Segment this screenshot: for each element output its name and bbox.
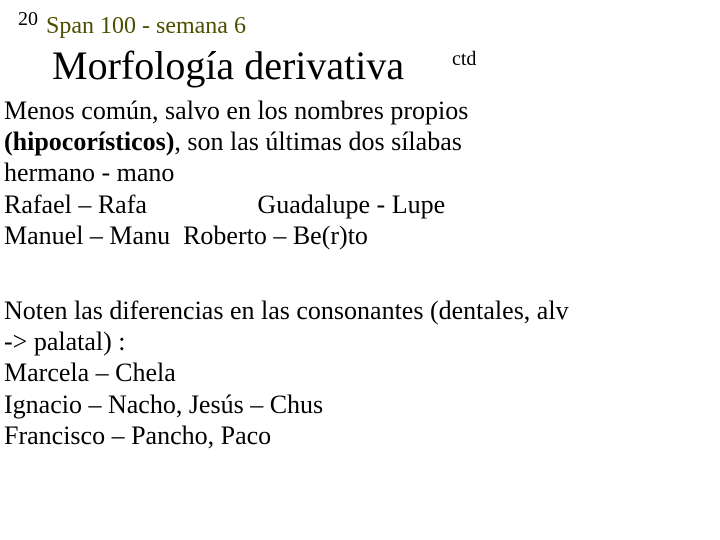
- body1-line3: hermano - mano: [4, 158, 174, 187]
- body2-line4: Ignacio – Nacho, Jesús – Chus: [4, 390, 323, 419]
- continuation-label: ctd: [452, 48, 476, 71]
- slide: 20 Span 100 - semana 6 Morfología deriva…: [0, 0, 720, 540]
- body1-line4: Rafael – Rafa Guadalupe - Lupe: [4, 190, 445, 219]
- body1-line1: Menos común, salvo en los nombres propio…: [4, 96, 468, 125]
- body2-line2: -> palatal) :: [4, 327, 126, 356]
- body1-line2a: (hipocorísticos): [4, 127, 174, 156]
- body-block-1: Menos común, salvo en los nombres propio…: [4, 95, 468, 251]
- course-label: Span 100 - semana 6: [46, 13, 246, 40]
- body1-line2b: , son las últimas dos sílabas: [174, 127, 461, 156]
- body2-line1: Noten las diferencias en las consonantes…: [4, 296, 569, 325]
- slide-title: Morfología derivativa: [52, 42, 404, 89]
- page-number: 20: [18, 8, 38, 31]
- body-block-2: Noten las diferencias en las consonantes…: [4, 295, 569, 451]
- body2-line5: Francisco – Pancho, Paco: [4, 421, 271, 450]
- body2-line3: Marcela – Chela: [4, 358, 176, 387]
- body1-line5: Manuel – Manu Roberto – Be(r)to: [4, 221, 368, 250]
